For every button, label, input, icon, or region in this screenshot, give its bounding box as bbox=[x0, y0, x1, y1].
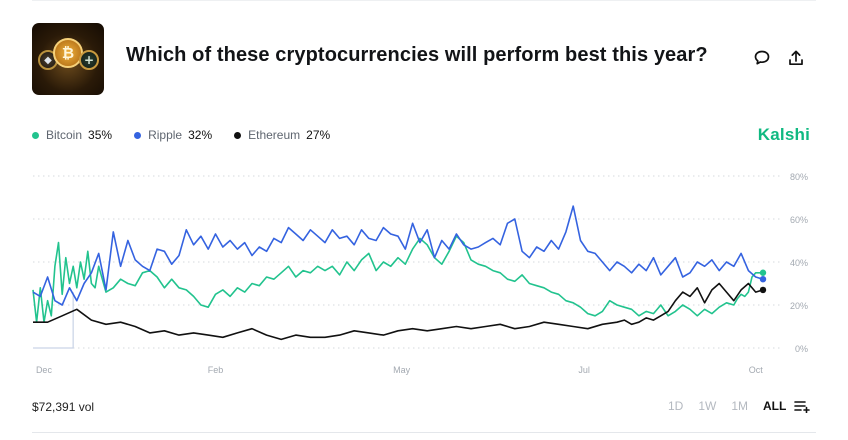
series-line-ethereum bbox=[33, 282, 764, 341]
y-tick-label: 0% bbox=[795, 344, 808, 354]
legend-value-ethereum: 27% bbox=[306, 128, 331, 142]
volume-label: $72,391 vol bbox=[32, 400, 95, 414]
price-chart[interactable]: 0% 20% 40% 60% 80% Dec Feb May Jul Oct bbox=[0, 160, 848, 382]
y-tick-label: 40% bbox=[790, 258, 808, 268]
range-tab-1m[interactable]: 1M bbox=[731, 399, 749, 413]
series-endpoint-ripple bbox=[759, 276, 767, 283]
x-tick-label: Feb bbox=[208, 365, 224, 375]
series-line-ripple bbox=[32, 205, 764, 306]
legend-item-ripple[interactable]: Ripple 32% bbox=[134, 128, 212, 142]
legend-dot-bitcoin bbox=[32, 131, 39, 139]
market-title: Which of these cryptocurrencies will per… bbox=[126, 44, 708, 66]
bottom-divider bbox=[32, 432, 816, 433]
x-tick-label: Oct bbox=[749, 365, 764, 375]
x-tick-label: May bbox=[393, 365, 411, 375]
range-tab-all[interactable]: ALL bbox=[763, 399, 787, 413]
legend-value-bitcoin: 35% bbox=[88, 128, 113, 142]
top-divider bbox=[32, 0, 816, 1]
legend-value-ripple: 32% bbox=[188, 128, 213, 142]
range-tab-1w[interactable]: 1W bbox=[698, 399, 717, 413]
legend-item-ethereum[interactable]: Ethereum 27% bbox=[234, 128, 330, 142]
time-range-selector: 1D 1W 1M ALL bbox=[668, 399, 801, 413]
plus-coin-icon: + bbox=[79, 50, 99, 70]
bitcoin-coin-icon: ₿ bbox=[53, 38, 83, 68]
comment-icon[interactable] bbox=[752, 48, 772, 68]
legend-dot-ripple bbox=[134, 131, 142, 139]
legend-item-bitcoin[interactable]: Bitcoin 35% bbox=[32, 128, 112, 142]
series-endpoint-bitcoin bbox=[759, 269, 767, 276]
legend-label-ripple: Ripple bbox=[148, 128, 183, 142]
y-tick-label: 80% bbox=[790, 172, 808, 182]
crypto-coins-thumbnail: ◆ ₿ + bbox=[32, 23, 104, 95]
x-tick-label: Jul bbox=[578, 365, 590, 375]
range-tab-1d[interactable]: 1D bbox=[668, 399, 684, 413]
share-icon[interactable] bbox=[786, 48, 806, 68]
kalshi-logo[interactable]: Kalshi bbox=[757, 125, 810, 144]
chart-legend: Bitcoin 35% Ripple 32% Ethereum 27% bbox=[32, 128, 352, 142]
series-endpoint-ethereum bbox=[759, 286, 767, 294]
chart-settings-icon[interactable] bbox=[794, 399, 810, 413]
y-tick-label: 60% bbox=[790, 215, 808, 225]
y-tick-label: 20% bbox=[790, 301, 808, 311]
x-tick-label: Dec bbox=[36, 365, 53, 375]
legend-label-ethereum: Ethereum bbox=[248, 128, 301, 142]
legend-dot-ethereum bbox=[234, 131, 242, 139]
legend-label-bitcoin: Bitcoin bbox=[46, 128, 83, 142]
series-line-bitcoin bbox=[32, 235, 763, 323]
